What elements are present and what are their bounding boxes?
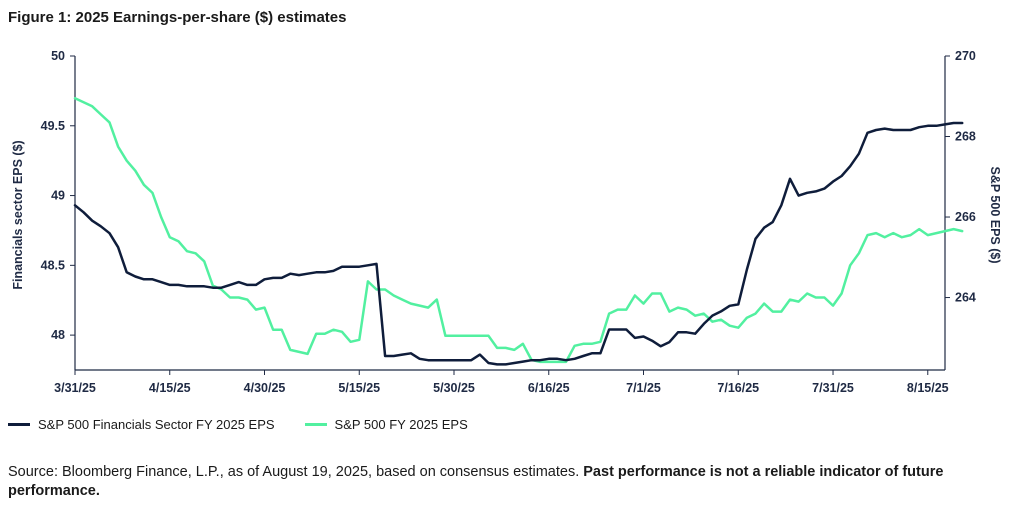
source-disclaimer: Past performance is not a reliable indic…	[8, 464, 944, 499]
y-right-tick-label: 264	[955, 291, 976, 305]
source-text: Source: Bloomberg Finance, L.P., as of A…	[8, 464, 580, 480]
x-tick-label: 6/16/25	[528, 381, 570, 395]
chart-ticks: 50 49.5 49 48.5 48 270 268 266 264 3/31/25 4/15/25…	[41, 49, 976, 395]
legend-item-financials: S&P 500 Financials Sector FY 2025 EPS	[8, 417, 275, 432]
y-left-tick-label: 48.5	[41, 258, 65, 272]
chart-legend: S&P 500 Financials Sector FY 2025 EPS S&…	[8, 417, 498, 432]
x-tick-label: 3/31/25	[54, 381, 96, 395]
chart-lines	[73, 97, 964, 366]
x-tick-label: 7/16/25	[717, 381, 759, 395]
y-right-tick-label: 268	[955, 130, 976, 144]
y-left-tick-label: 48	[51, 328, 65, 342]
series-line-sp500	[73, 97, 964, 364]
x-tick-label: 7/31/25	[812, 381, 854, 395]
series-line-financials	[73, 121, 964, 366]
y-axis-left-label: Financials sector EPS ($)	[11, 140, 25, 289]
x-tick-label: 4/30/25	[244, 381, 286, 395]
source-note: Source: Bloomberg Finance, L.P., as of A…	[8, 463, 1008, 501]
legend-swatch-financials	[8, 423, 30, 426]
y-left-tick-label: 50	[51, 49, 65, 63]
x-tick-label: 7/1/25	[626, 381, 661, 395]
chart-axes	[74, 56, 946, 371]
x-tick-label: 8/15/25	[907, 381, 949, 395]
y-right-tick-label: 270	[955, 49, 976, 63]
legend-label-financials: S&P 500 Financials Sector FY 2025 EPS	[38, 417, 275, 432]
legend-label-sp500: S&P 500 FY 2025 EPS	[334, 417, 468, 432]
x-tick-label: 5/15/25	[338, 381, 380, 395]
y-left-tick-label: 49	[51, 189, 65, 203]
x-tick-label: 4/15/25	[149, 381, 191, 395]
y-left-tick-label: 49.5	[41, 119, 65, 133]
figure-title: Figure 1: 2025 Earnings-per-share ($) es…	[8, 9, 347, 26]
legend-item-sp500: S&P 500 FY 2025 EPS	[304, 417, 468, 432]
legend-swatch-sp500	[304, 423, 327, 426]
x-tick-label: 5/30/25	[433, 381, 475, 395]
eps-line-chart: 50 49.5 49 48.5 48 270 268 266 264 3/31/25 4/15/25…	[11, 49, 1002, 395]
y-axis-right-label: S&P 500 EPS ($)	[988, 166, 1002, 263]
y-right-tick-label: 266	[955, 210, 976, 224]
